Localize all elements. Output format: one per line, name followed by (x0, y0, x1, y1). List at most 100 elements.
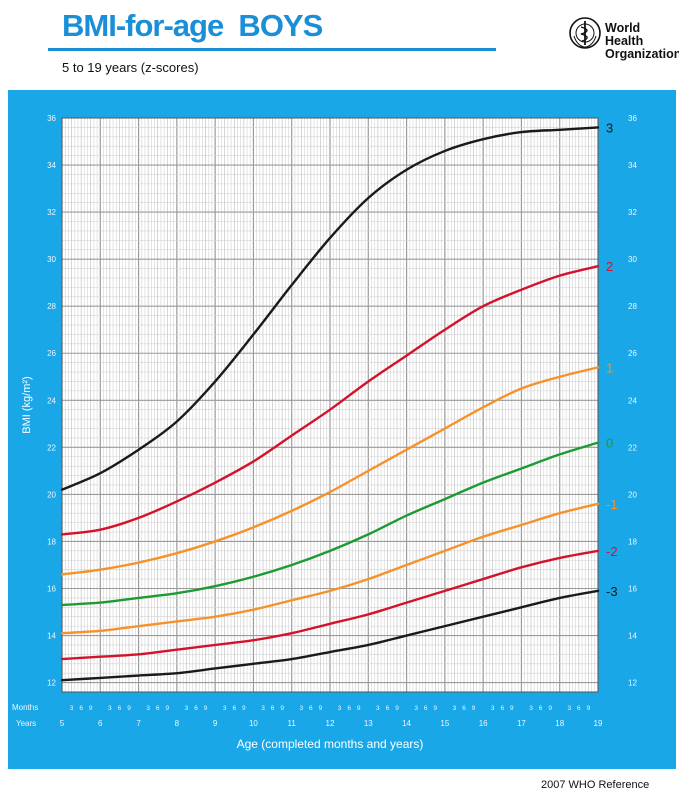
x-tick-label: 18 (555, 719, 564, 728)
page-title: BMI-for-age BOYS (62, 8, 323, 43)
x-tick-label: 12 (326, 719, 335, 728)
month-tick-label: 9 (472, 705, 476, 712)
y-axis-title: BMI (kg/m²) (21, 376, 33, 433)
series-label-z-1: -1 (606, 497, 618, 512)
month-tick-label: 6 (79, 705, 83, 712)
series-label-z-3: -3 (606, 584, 618, 599)
y-tick-label-left: 30 (47, 255, 56, 264)
x-tick-label: 9 (213, 719, 218, 728)
x-tick-label: 19 (594, 719, 603, 728)
title-underline (48, 48, 496, 51)
month-tick-label: 6 (118, 705, 122, 712)
y-tick-label-right: 18 (628, 537, 637, 546)
month-tick-label: 9 (319, 705, 323, 712)
month-tick-label: 3 (261, 705, 265, 712)
series-line-z3 (60, 126, 600, 491)
x-tick-label: 11 (288, 719, 297, 728)
x-tick-label: 6 (98, 719, 103, 728)
series-line-z-2 (60, 549, 600, 661)
series-label-z0: 0 (606, 436, 613, 451)
month-tick-label: 6 (194, 705, 198, 712)
y-tick-label-right: 20 (628, 490, 637, 499)
footer-reference: 2007 WHO Reference (541, 779, 650, 791)
series-label-z2: 2 (606, 259, 613, 274)
month-tick-label: 9 (433, 705, 437, 712)
month-tick-label: 9 (548, 705, 552, 712)
y-tick-label-right: 26 (628, 349, 637, 358)
years-row-label: Years (16, 719, 36, 728)
months-row-label: Months (12, 703, 38, 712)
y-tick-label-right: 14 (628, 632, 637, 641)
month-tick-label: 9 (89, 705, 93, 712)
month-tick-label: 9 (242, 705, 246, 712)
month-tick-label: 6 (347, 705, 351, 712)
month-tick-label: 6 (577, 705, 581, 712)
series-line-z2 (60, 265, 600, 536)
x-tick-label: 7 (136, 719, 141, 728)
month-tick-label: 3 (70, 705, 74, 712)
x-tick-label: 17 (517, 719, 526, 728)
who-logo-text: World Health Organization (605, 22, 679, 61)
series-line-z1 (60, 366, 600, 576)
x-tick-label: 14 (402, 719, 411, 728)
y-tick-label-right: 36 (628, 114, 637, 123)
month-tick-label: 9 (395, 705, 399, 712)
x-tick-label: 15 (440, 719, 449, 728)
series-label-z1: 1 (606, 360, 613, 375)
series-label-z3: 3 (606, 120, 613, 135)
month-tick-label: 9 (357, 705, 361, 712)
series-line-z-3 (60, 589, 600, 682)
series-line-z0 (60, 441, 600, 607)
x-tick-label: 16 (479, 719, 488, 728)
month-tick-label: 9 (204, 705, 208, 712)
y-tick-label-left: 26 (47, 349, 56, 358)
month-tick-label: 3 (185, 705, 189, 712)
month-tick-label: 9 (280, 705, 284, 712)
x-axis-title: Age (completed months and years) (237, 737, 424, 751)
month-tick-label: 3 (453, 705, 457, 712)
y-tick-label-left: 22 (47, 443, 56, 452)
month-tick-label: 9 (165, 705, 169, 712)
month-tick-label: 6 (232, 705, 236, 712)
month-tick-label: 6 (462, 705, 466, 712)
month-tick-label: 3 (529, 705, 533, 712)
series-line-z-1 (60, 502, 600, 635)
month-tick-label: 3 (146, 705, 150, 712)
y-tick-label-left: 12 (47, 679, 56, 688)
month-tick-label: 3 (491, 705, 495, 712)
y-tick-label-right: 16 (628, 584, 637, 593)
y-tick-label-right: 34 (628, 161, 637, 170)
y-tick-label-right: 30 (628, 255, 637, 264)
x-tick-label: 5 (60, 719, 65, 728)
logo-line-1: World Health (605, 21, 644, 48)
y-tick-label-left: 34 (47, 161, 56, 170)
y-tick-label-left: 36 (47, 114, 56, 123)
logo-line-2: Organization (605, 47, 679, 61)
month-tick-label: 6 (271, 705, 275, 712)
month-tick-label: 6 (386, 705, 390, 712)
y-tick-label-left: 20 (47, 490, 56, 499)
month-tick-label: 9 (127, 705, 131, 712)
month-tick-label: 3 (299, 705, 303, 712)
month-tick-label: 3 (223, 705, 227, 712)
y-tick-label-left: 18 (47, 537, 56, 546)
y-tick-label-left: 24 (47, 396, 56, 405)
page-subtitle: 5 to 19 years (z-scores) (62, 60, 199, 75)
x-tick-label: 8 (175, 719, 180, 728)
month-tick-label: 6 (424, 705, 428, 712)
month-tick-label: 6 (539, 705, 543, 712)
y-tick-label-left: 28 (47, 302, 56, 311)
series-label-z-2: -2 (606, 544, 618, 559)
y-tick-label-right: 22 (628, 443, 637, 452)
month-tick-label: 9 (510, 705, 514, 712)
month-tick-label: 9 (587, 705, 591, 712)
month-tick-label: 6 (309, 705, 313, 712)
month-tick-label: 6 (156, 705, 160, 712)
y-tick-label-right: 12 (628, 679, 637, 688)
y-tick-label-right: 24 (628, 396, 637, 405)
month-tick-label: 6 (500, 705, 504, 712)
x-tick-label: 13 (364, 719, 373, 728)
month-tick-label: 3 (414, 705, 418, 712)
month-tick-label: 3 (376, 705, 380, 712)
